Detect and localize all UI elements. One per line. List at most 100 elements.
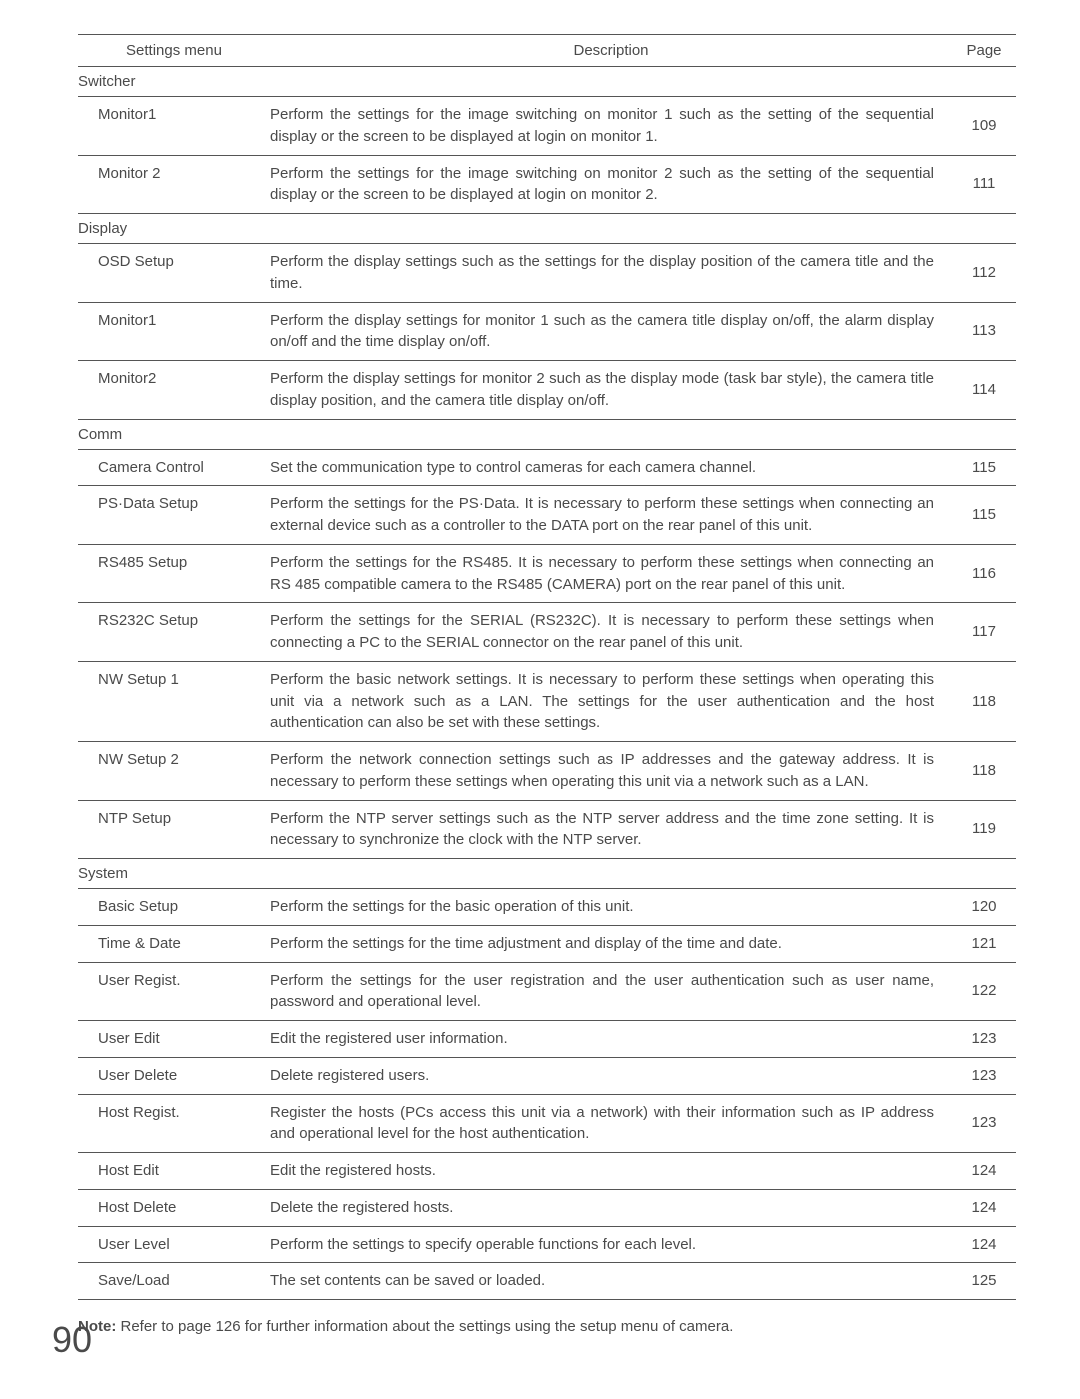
note-text: Refer to page 126 for further informatio…: [116, 1318, 733, 1335]
menu-cell: Monitor1: [78, 97, 270, 156]
col-header-description: Description: [270, 35, 952, 67]
table-row: RS485 SetupPerform the settings for the …: [78, 544, 1016, 603]
table-row: User EditEdit the registered user inform…: [78, 1021, 1016, 1058]
section-title: Switcher: [78, 67, 1016, 97]
table-row: User DeleteDelete registered users.123: [78, 1057, 1016, 1094]
page-cell: 124: [952, 1226, 1016, 1263]
page-cell: 124: [952, 1189, 1016, 1226]
table-row: RS232C SetupPerform the settings for the…: [78, 603, 1016, 662]
description-cell: Perform the settings for the RS485. It i…: [270, 544, 952, 603]
description-cell: Register the hosts (PCs access this unit…: [270, 1094, 952, 1153]
settings-table: Settings menu Description Page SwitcherM…: [78, 34, 1016, 1300]
page-cell: 120: [952, 889, 1016, 926]
menu-cell: OSD Setup: [78, 244, 270, 303]
table-row: NTP SetupPerform the NTP server settings…: [78, 800, 1016, 859]
menu-cell: NTP Setup: [78, 800, 270, 859]
table-row: Host Regist.Register the hosts (PCs acce…: [78, 1094, 1016, 1153]
table-row: NW Setup 2Perform the network connection…: [78, 742, 1016, 801]
page-cell: 125: [952, 1263, 1016, 1300]
menu-cell: Monitor 2: [78, 155, 270, 214]
section-title: System: [78, 859, 1016, 889]
description-cell: Perform the settings for the user regist…: [270, 962, 952, 1021]
page-cell: 124: [952, 1153, 1016, 1190]
page-cell: 109: [952, 97, 1016, 156]
page-cell: 113: [952, 302, 1016, 361]
description-cell: Perform the settings for the SERIAL (RS2…: [270, 603, 952, 662]
menu-cell: Camera Control: [78, 449, 270, 486]
section-row: Switcher: [78, 67, 1016, 97]
menu-cell: Monitor1: [78, 302, 270, 361]
page-cell: 117: [952, 603, 1016, 662]
description-cell: Perform the display settings for monitor…: [270, 302, 952, 361]
table-row: PS·Data SetupPerform the settings for th…: [78, 486, 1016, 545]
table-row: Host EditEdit the registered hosts.124: [78, 1153, 1016, 1190]
section-row: Comm: [78, 419, 1016, 449]
section-row: Display: [78, 214, 1016, 244]
description-cell: Perform the display settings such as the…: [270, 244, 952, 303]
table-row: Save/LoadThe set contents can be saved o…: [78, 1263, 1016, 1300]
table-row: Camera ControlSet the communication type…: [78, 449, 1016, 486]
table-row: OSD SetupPerform the display settings su…: [78, 244, 1016, 303]
page-cell: 121: [952, 925, 1016, 962]
col-header-page: Page: [952, 35, 1016, 67]
table-row: User LevelPerform the settings to specif…: [78, 1226, 1016, 1263]
table-row: NW Setup 1Perform the basic network sett…: [78, 661, 1016, 741]
description-cell: Set the communication type to control ca…: [270, 449, 952, 486]
description-cell: Edit the registered hosts.: [270, 1153, 952, 1190]
section-title: Comm: [78, 419, 1016, 449]
description-cell: The set contents can be saved or loaded.: [270, 1263, 952, 1300]
page-cell: 114: [952, 361, 1016, 420]
description-cell: Perform the NTP server settings such as …: [270, 800, 952, 859]
table-header-row: Settings menu Description Page: [78, 35, 1016, 67]
table-row: Monitor2Perform the display settings for…: [78, 361, 1016, 420]
col-header-settings: Settings menu: [78, 35, 270, 67]
page-cell: 112: [952, 244, 1016, 303]
table-row: Host DeleteDelete the registered hosts.1…: [78, 1189, 1016, 1226]
page-cell: 123: [952, 1021, 1016, 1058]
page-cell: 122: [952, 962, 1016, 1021]
menu-cell: PS·Data Setup: [78, 486, 270, 545]
page-number: 90: [52, 1319, 92, 1361]
menu-cell: RS485 Setup: [78, 544, 270, 603]
table-row: User Regist.Perform the settings for the…: [78, 962, 1016, 1021]
menu-cell: User Delete: [78, 1057, 270, 1094]
menu-cell: Host Delete: [78, 1189, 270, 1226]
menu-cell: User Level: [78, 1226, 270, 1263]
page-cell: 118: [952, 661, 1016, 741]
description-cell: Perform the settings to specify operable…: [270, 1226, 952, 1263]
menu-cell: Basic Setup: [78, 889, 270, 926]
menu-cell: RS232C Setup: [78, 603, 270, 662]
table-row: Monitor1Perform the settings for the ima…: [78, 97, 1016, 156]
menu-cell: Time & Date: [78, 925, 270, 962]
page-cell: 115: [952, 449, 1016, 486]
description-cell: Edit the registered user information.: [270, 1021, 952, 1058]
description-cell: Perform the display settings for monitor…: [270, 361, 952, 420]
menu-cell: User Edit: [78, 1021, 270, 1058]
section-title: Display: [78, 214, 1016, 244]
section-row: System: [78, 859, 1016, 889]
note-paragraph: Note: Refer to page 126 for further info…: [78, 1318, 1016, 1335]
description-cell: Perform the settings for the basic opera…: [270, 889, 952, 926]
menu-cell: User Regist.: [78, 962, 270, 1021]
menu-cell: NW Setup 1: [78, 661, 270, 741]
page-cell: 111: [952, 155, 1016, 214]
menu-cell: Save/Load: [78, 1263, 270, 1300]
page-cell: 119: [952, 800, 1016, 859]
description-cell: Perform the settings for the image switc…: [270, 155, 952, 214]
table-row: Monitor 2Perform the settings for the im…: [78, 155, 1016, 214]
description-cell: Delete the registered hosts.: [270, 1189, 952, 1226]
page-cell: 118: [952, 742, 1016, 801]
description-cell: Delete registered users.: [270, 1057, 952, 1094]
menu-cell: NW Setup 2: [78, 742, 270, 801]
menu-cell: Host Edit: [78, 1153, 270, 1190]
table-body: SwitcherMonitor1Perform the settings for…: [78, 67, 1016, 1300]
menu-cell: Monitor2: [78, 361, 270, 420]
table-row: Basic SetupPerform the settings for the …: [78, 889, 1016, 926]
table-row: Time & DatePerform the settings for the …: [78, 925, 1016, 962]
description-cell: Perform the settings for the image switc…: [270, 97, 952, 156]
description-cell: Perform the network connection settings …: [270, 742, 952, 801]
description-cell: Perform the basic network settings. It i…: [270, 661, 952, 741]
description-cell: Perform the settings for the PS·Data. It…: [270, 486, 952, 545]
page-cell: 116: [952, 544, 1016, 603]
menu-cell: Host Regist.: [78, 1094, 270, 1153]
